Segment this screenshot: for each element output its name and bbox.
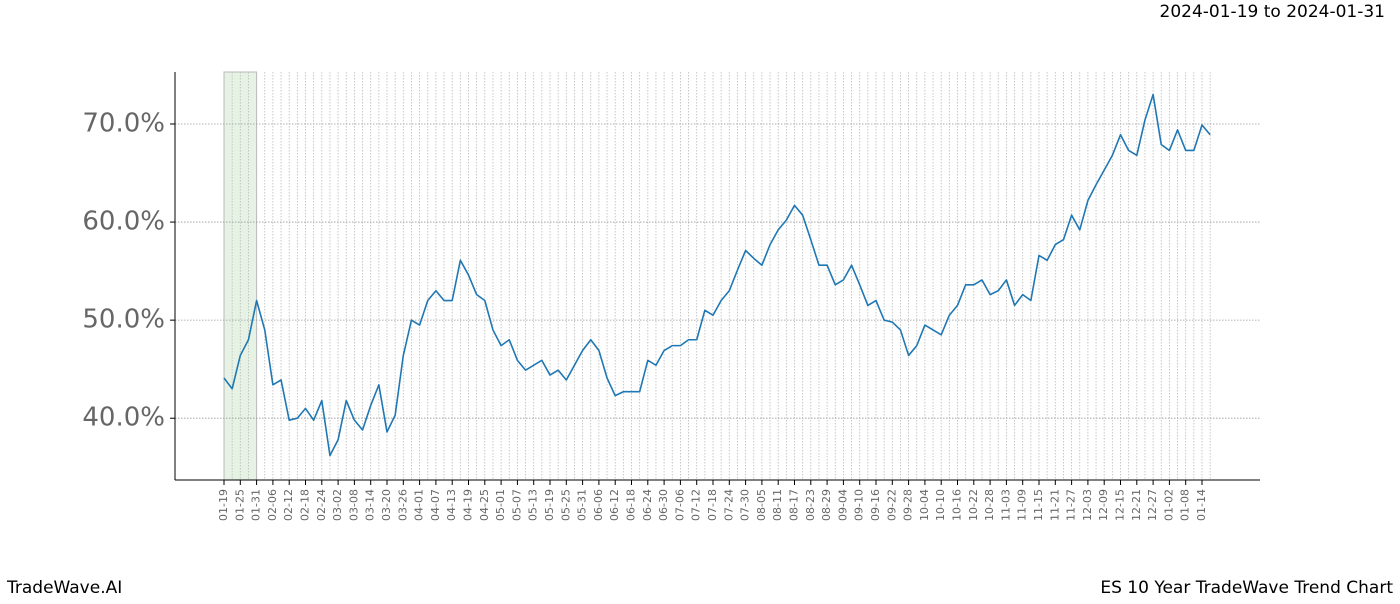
x-tick-label: 02-24 [315,489,328,521]
x-tick-label: 12-21 [1130,489,1143,521]
x-tick-label: 11-15 [1032,489,1045,521]
x-tick-label: 06-18 [625,489,638,521]
x-tick-label: 05-07 [510,489,523,521]
x-tick-label: 01-14 [1195,489,1208,521]
x-tick-label: 08-11 [771,489,784,521]
x-tick-label: 02-18 [299,489,312,521]
x-tick-label: 01-02 [1162,489,1175,521]
x-tick-label: 10-04 [918,489,931,521]
x-tick-label: 07-24 [722,489,735,521]
x-tick-label: 06-06 [592,489,605,521]
x-tick-label: 01-31 [250,489,263,521]
x-tick-label: 11-27 [1065,489,1078,521]
x-tick-label: 08-05 [755,489,768,521]
x-tick-label: 08-17 [788,489,801,521]
x-tick-label: 09-28 [902,489,915,521]
x-tick-label: 10-28 [983,489,996,521]
y-tick-label: 50.0% [82,305,165,335]
x-tick-label: 03-26 [396,489,409,521]
x-tick-label: 01-08 [1179,489,1192,521]
x-tick-label: 07-12 [690,489,703,521]
x-tick-label: 01-25 [233,489,246,521]
x-tick-label: 11-09 [1016,489,1029,521]
date-range: 2024-01-19 to 2024-01-31 [1160,2,1385,22]
x-tick-label: 10-10 [934,489,947,521]
x-tick-label: 06-12 [608,489,621,521]
x-tick-label: 09-04 [836,489,849,521]
x-tick-label: 07-18 [706,489,719,521]
x-tick-label: 03-14 [364,489,377,521]
x-tick-label: 03-08 [347,489,360,521]
x-tick-label: 03-20 [380,489,393,521]
x-tick-label: 04-25 [478,489,491,521]
x-tick-label: 04-19 [462,489,475,521]
x-tick-label: 01-19 [217,489,230,521]
x-tick-label: 08-29 [820,489,833,521]
x-tick-label: 12-03 [1081,489,1094,521]
x-tick-label: 09-10 [853,489,866,521]
trend-line [223,93,1211,457]
x-tick-label: 10-16 [951,489,964,521]
x-tick-label: 11-21 [1048,489,1061,521]
y-tick-label: 60.0% [82,207,165,237]
x-tick-label: 03-02 [331,489,344,521]
x-tick-label: 07-30 [739,489,752,521]
x-tick-label: 02-12 [282,489,295,521]
x-tick-label: 04-01 [413,489,426,521]
y-tick-label: 70.0% [82,108,165,138]
x-tick-label: 02-06 [266,489,279,521]
x-tick-label: 04-13 [445,489,458,521]
x-tick-label: 07-06 [673,489,686,521]
x-tick-label: 11-03 [999,489,1012,521]
x-tick-label: 05-25 [559,489,572,521]
x-tick-label: 06-30 [657,489,670,521]
x-tick-label: 12-27 [1146,489,1159,521]
x-tick-label: 04-07 [429,489,442,521]
x-tick-label: 09-22 [885,489,898,521]
x-tick-label: 10-22 [967,489,980,521]
brand: TradeWave.AI [6,578,122,598]
x-tick-label: 05-13 [527,489,540,521]
x-tick-label: 12-09 [1097,489,1110,521]
x-tick-label: 05-01 [494,489,507,521]
x-tick-label: 05-19 [543,489,556,521]
x-tick-label: 05-31 [576,489,589,521]
x-tick-label: 08-23 [804,489,817,521]
x-tick-label: 09-16 [869,489,882,521]
chart-name: ES 10 Year TradeWave Trend Chart [1100,578,1393,598]
x-tick-label: 12-15 [1114,489,1127,521]
x-tick-label: 06-24 [641,489,654,521]
y-tick-label: 40.0% [82,403,165,433]
